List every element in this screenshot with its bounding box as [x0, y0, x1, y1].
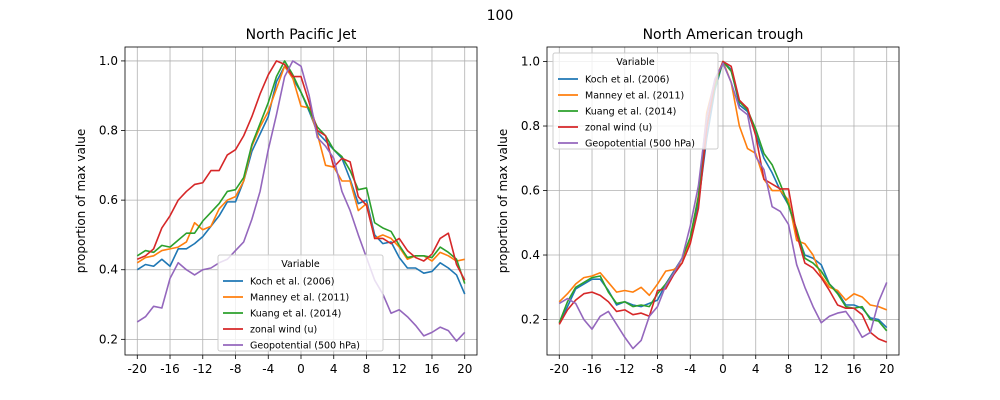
chart-title: North American trough: [643, 27, 804, 43]
x-tick: -4: [684, 355, 696, 376]
legend: Variable Koch et al. (2006) Manney et al. …: [552, 52, 719, 150]
x-tick-label: -16: [582, 362, 602, 376]
legend-entry-label: Koch et al. (2006): [585, 75, 670, 86]
series-line-1: [136, 65, 465, 264]
series-line-3: [136, 60, 466, 281]
x-tick: -16: [582, 355, 602, 376]
x-tick: -4: [262, 355, 274, 376]
y-tick-label: 0.8: [99, 124, 118, 138]
y-tick: 0.2: [521, 313, 547, 327]
y-tick-label: 0.4: [99, 263, 118, 277]
series-line-4: [558, 62, 888, 350]
legend-entry-label: Kuang et al. (2014): [250, 309, 341, 320]
x-tick: 20: [457, 355, 472, 376]
x-tick-label: -8: [652, 362, 664, 376]
x-tick: 16: [846, 355, 862, 376]
chart-panel-north-pacific-jet: -20 -16 -12 -8 -4 0 4 8 12 16 20 0.2 0.4 0.6 0.8 1.0 Nor…: [74, 27, 478, 376]
series-line-4: [136, 60, 466, 342]
x-tick-label: 12: [392, 362, 407, 376]
x-tick-label: -4: [262, 362, 274, 376]
x-tick-label: 16: [424, 362, 439, 376]
y-tick-label: 1.0: [521, 55, 540, 69]
x-tick: 12: [814, 355, 829, 376]
legend-entry-label: zonal wind (u): [250, 325, 317, 336]
x-tick-label: -20: [127, 362, 147, 376]
x-tick: -12: [193, 355, 213, 376]
legend-entry-label: zonal wind (u): [585, 123, 652, 134]
x-tick: 12: [392, 355, 407, 376]
x-tick-label: -20: [549, 362, 569, 376]
y-tick-label: 0.8: [521, 119, 540, 133]
x-tick-label: 4: [330, 362, 338, 376]
x-tick-label: 16: [846, 362, 861, 376]
x-tick-label: 20: [879, 362, 894, 376]
x-tick-label: 8: [363, 362, 371, 376]
x-tick: -20: [127, 355, 147, 376]
y-tick: 0.4: [521, 248, 547, 262]
legend-title: Variable: [281, 259, 320, 270]
x-tick-label: 12: [814, 362, 829, 376]
y-tick: 0.8: [521, 119, 547, 133]
y-tick: 1.0: [521, 55, 547, 69]
x-tick: -8: [230, 355, 242, 376]
figure-suptitle: 100: [487, 8, 514, 24]
x-tick: 4: [752, 355, 760, 376]
y-tick-label: 0.2: [99, 332, 118, 346]
y-axis-label: proportion of max value: [74, 129, 88, 273]
x-tick: -12: [615, 355, 635, 376]
series-line-3: [558, 60, 888, 343]
x-tick: 4: [330, 355, 338, 376]
x-tick: 8: [363, 355, 371, 376]
y-tick-label: 1.0: [99, 54, 118, 68]
x-tick-label: -12: [615, 362, 635, 376]
y-tick: 0.8: [99, 124, 125, 138]
legend-title: Variable: [616, 57, 655, 68]
legend-box: [217, 254, 384, 352]
x-tick: -16: [160, 355, 180, 376]
x-tick: 0: [719, 355, 727, 376]
legend-entry-label: Manney et al. (2011): [585, 91, 684, 102]
x-tick: -8: [652, 355, 664, 376]
x-tick: -20: [549, 355, 569, 376]
y-tick: 0.2: [99, 332, 125, 346]
x-tick-label: -12: [193, 362, 213, 376]
chart-title: North Pacific Jet: [246, 27, 357, 43]
legend-box: [552, 52, 719, 150]
x-tick: 0: [297, 355, 305, 376]
y-tick: 0.4: [99, 263, 125, 277]
y-axis-label: proportion of max value: [496, 129, 510, 273]
legend-entry-label: Geopotential (500 hPa): [250, 341, 360, 352]
y-tick-label: 0.6: [99, 193, 118, 207]
chart-panel-north-american-trough: -20 -16 -12 -8 -4 0 4 8 12 16 20 0.2 0.4 0.6 0.8 1.0 Nor…: [496, 27, 900, 376]
series-group: [558, 60, 888, 350]
series-line-2: [136, 60, 466, 284]
x-tick-label: -16: [160, 362, 180, 376]
y-tick: 0.6: [99, 193, 125, 207]
x-tick: 16: [424, 355, 440, 376]
x-tick-label: 0: [297, 362, 305, 376]
x-tick-label: 20: [457, 362, 472, 376]
y-tick: 0.6: [521, 184, 547, 198]
y-tick-label: 0.2: [521, 313, 540, 327]
legend: Variable Koch et al. (2006) Manney et al. …: [217, 254, 384, 352]
x-tick-label: -4: [684, 362, 696, 376]
x-tick: 20: [879, 355, 894, 376]
y-tick-label: 0.6: [521, 184, 540, 198]
x-tick-label: 0: [719, 362, 727, 376]
y-tick: 1.0: [99, 54, 125, 68]
x-tick-label: 8: [785, 362, 793, 376]
legend-entry-label: Koch et al. (2006): [250, 277, 335, 288]
x-tick: 8: [785, 355, 793, 376]
legend-entry-label: Geopotential (500 hPa): [585, 139, 695, 150]
legend-entry-label: Kuang et al. (2014): [585, 107, 676, 118]
y-tick-label: 0.4: [521, 248, 540, 262]
x-tick-label: 4: [752, 362, 760, 376]
legend-entry-label: Manney et al. (2011): [250, 293, 349, 304]
series-group: [136, 60, 466, 342]
x-tick-label: -8: [230, 362, 242, 376]
